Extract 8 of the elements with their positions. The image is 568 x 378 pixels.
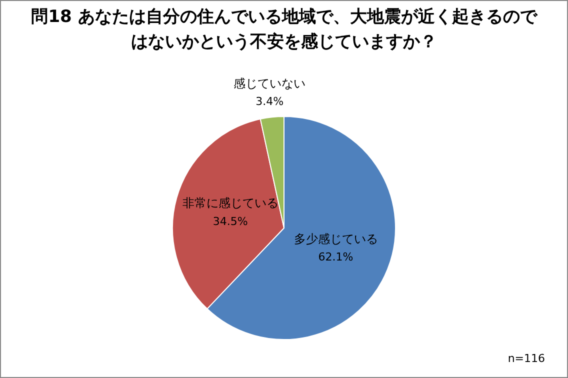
- data-label: 3.4%: [256, 95, 284, 108]
- chart-title: 問18 あなたは自分の住んでいる地域で、大地震が近く起きるのではないかという不安を感じていますか？: [31, 6, 537, 54]
- slice-label: 多少感じている: [294, 232, 378, 246]
- text: n=116: [508, 352, 545, 365]
- data-label: 34.5%: [212, 214, 248, 228]
- slice-label: 感じていない: [234, 76, 306, 90]
- data-label: 62.1%: [318, 250, 354, 264]
- slice-label: 非常に感じている: [182, 196, 278, 210]
